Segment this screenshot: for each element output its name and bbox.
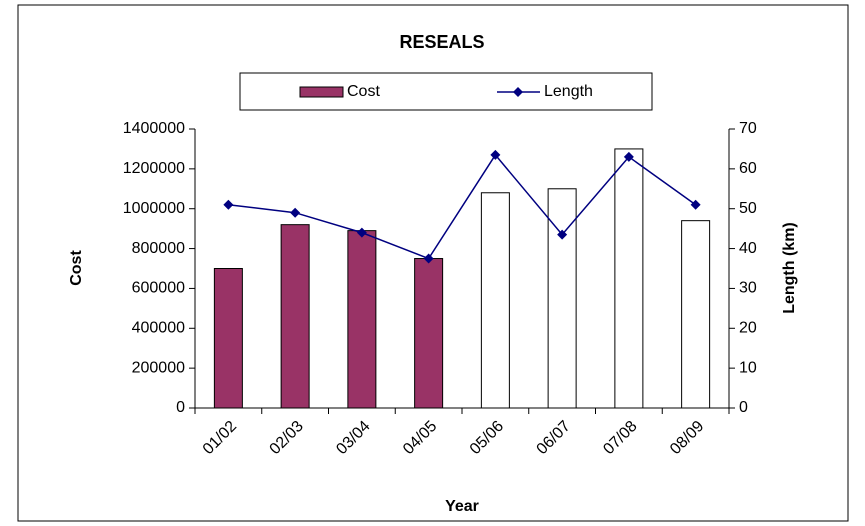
bar [681, 220, 711, 409]
legend-swatch [299, 86, 344, 98]
y2-tick-label: 10 [739, 359, 757, 376]
y-tick-label: 0 [176, 399, 185, 416]
bar [280, 224, 310, 409]
marker [356, 227, 367, 238]
y2-tick-label: 70 [739, 120, 757, 137]
line [228, 153, 697, 260]
y-tick-label: 1400000 [123, 120, 185, 137]
marker [423, 253, 434, 264]
x-axis-title: Year [445, 498, 479, 515]
marker [290, 207, 301, 218]
y2-tick-label: 0 [739, 399, 748, 416]
bar [213, 268, 243, 409]
y-axis-title: Cost [68, 250, 85, 286]
y2-tick-label: 40 [739, 240, 757, 257]
y-tick-label: 800000 [132, 240, 185, 257]
marker [623, 151, 634, 162]
marker [490, 149, 501, 160]
y-tick-label: 200000 [132, 359, 185, 376]
y2-tick-label: 20 [739, 320, 757, 337]
chart-title: RESEALS [399, 32, 484, 52]
bar [414, 258, 444, 409]
y-tick-label: 600000 [132, 280, 185, 297]
legend-label: Cost [347, 83, 380, 100]
y-tick-label: 1200000 [123, 160, 185, 177]
marker [690, 199, 701, 210]
legend-label: Length [544, 83, 593, 100]
bar [347, 230, 377, 409]
bar [480, 192, 510, 409]
y2-tick-label: 30 [739, 280, 757, 297]
y2-tick-label: 50 [739, 200, 757, 217]
bar [614, 148, 644, 409]
marker [557, 229, 568, 240]
y2-axis-title: Length (km) [781, 222, 798, 314]
bar [547, 188, 577, 409]
y-tick-label: 1000000 [123, 200, 185, 217]
y2-tick-label: 60 [739, 160, 757, 177]
y-tick-label: 400000 [132, 320, 185, 337]
marker [223, 199, 234, 210]
legend-marker [513, 87, 523, 97]
